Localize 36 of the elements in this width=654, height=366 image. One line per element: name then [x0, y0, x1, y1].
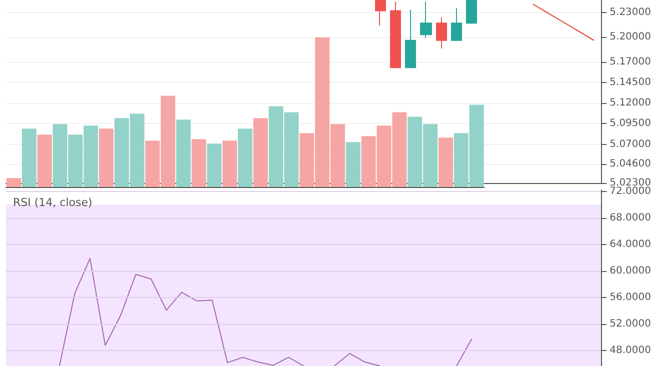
bar — [22, 128, 36, 187]
bar — [253, 118, 268, 187]
y-tick-label: 5.14500 — [610, 76, 652, 88]
y-tick-label: 5.17000 — [610, 56, 652, 68]
candlestick — [390, 1, 401, 68]
candlestick — [466, 0, 477, 24]
y-tick-label: 5.20000 — [610, 32, 652, 43]
y-tick-label: 5.07000 — [610, 138, 652, 150]
y-tick-label: 52.0000 — [610, 318, 652, 330]
y-tick-label: 72.0000 — [610, 186, 652, 197]
candlestick — [420, 1, 432, 38]
y-tick-label: 5.09500 — [610, 118, 652, 130]
bar — [6, 178, 21, 187]
bar — [99, 128, 114, 187]
y-tick-label: 56.0000 — [610, 292, 652, 304]
bar — [207, 144, 222, 187]
line-series — [532, 4, 595, 41]
y-tick-label: 48.0000 — [610, 345, 652, 356]
y-tick-label: 60.0000 — [610, 266, 652, 277]
y-tick-label: 64.0000 — [610, 238, 652, 250]
bar — [222, 140, 237, 187]
y-tick-label: 5.04600 — [610, 158, 652, 170]
bar — [37, 134, 52, 187]
candlestick — [405, 9, 416, 68]
bar — [438, 138, 453, 187]
y-tick-label: 5.23000 — [610, 6, 652, 18]
bar — [238, 128, 252, 187]
candlestick — [436, 16, 447, 50]
candlestick — [451, 8, 462, 41]
bar — [346, 142, 360, 187]
text: RSI (14, close) — [13, 196, 92, 209]
candlestick — [375, 0, 386, 26]
y-tick-label: 68.0000 — [610, 212, 652, 224]
bar — [192, 139, 206, 187]
bar — [176, 120, 191, 187]
y-tick-label: 5.12000 — [610, 98, 652, 109]
